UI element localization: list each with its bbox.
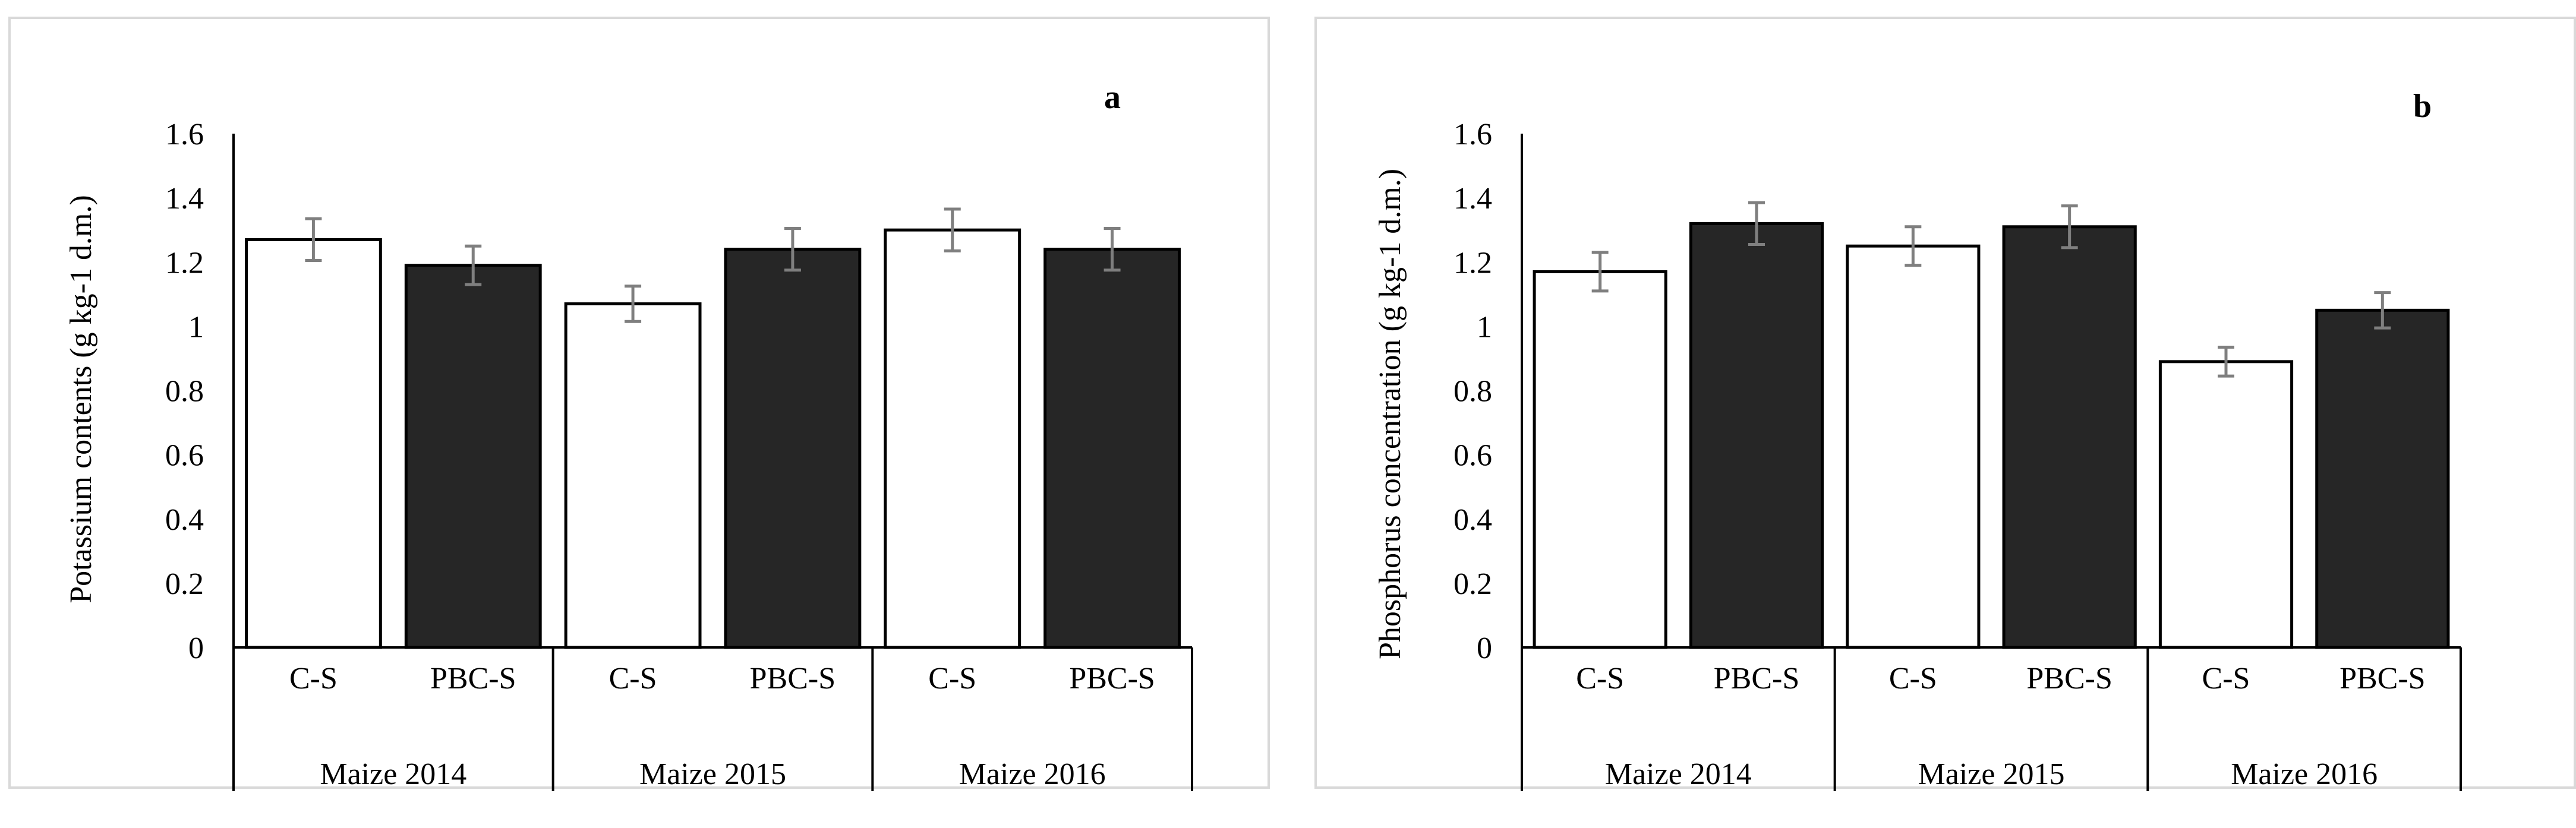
y-axis-title-b: Phosphorus concentration (g kg-1 d.m.) — [1373, 169, 1407, 659]
chart-b-svg: b Phosphorus concentration (g kg-1 d.m.)… — [1373, 88, 2462, 791]
x-category-label: PBC-S — [2339, 662, 2426, 696]
y-tick-label: 1.6 — [1453, 118, 1492, 151]
x-category-label: PBC-S — [1069, 662, 1155, 696]
x-group-label: Maize 2014 — [320, 757, 466, 791]
x-category-label: PBC-S — [430, 662, 516, 696]
y-tick-label: 1.2 — [1453, 246, 1492, 280]
bar — [1689, 222, 1824, 649]
bar — [245, 238, 382, 649]
x-group-label: Maize 2015 — [639, 757, 786, 791]
x-category-label: C-S — [2202, 662, 2250, 696]
y-tick-label: 0 — [1477, 631, 1492, 665]
bar — [404, 264, 542, 649]
y-tick-label: 1.2 — [165, 246, 204, 280]
x-group-label: Maize 2016 — [2231, 757, 2378, 791]
bar — [2002, 225, 2137, 649]
x-group-label: Maize 2015 — [1918, 757, 2065, 791]
y-tick-label: 0.8 — [1453, 375, 1492, 409]
y-tick-label: 1 — [1477, 310, 1492, 344]
y-tick-label: 0 — [188, 631, 204, 665]
y-tick-label: 1.6 — [165, 118, 204, 151]
x-category-label: PBC-S — [750, 662, 836, 696]
bar — [2315, 308, 2450, 649]
panel-label-a: a — [1104, 79, 1121, 116]
bar — [1043, 248, 1181, 649]
y-tick-label: 1.4 — [165, 182, 204, 216]
x-category-label: PBC-S — [1714, 662, 1800, 696]
x-category-label: C-S — [1889, 662, 1937, 696]
bar — [564, 302, 702, 649]
x-category-label: PBC-S — [2026, 662, 2112, 696]
x-category-label: C-S — [1576, 662, 1624, 696]
y-tick-label: 0.6 — [165, 439, 204, 473]
y-tick-label: 0.6 — [1453, 439, 1492, 473]
bar — [1533, 270, 1667, 649]
y-tick-label: 0.2 — [1453, 567, 1492, 601]
chart-panel-a: a Potassium contents (g kg-1 d.m.) 0 0.2 0… — [8, 17, 1270, 791]
x-category-label: C-S — [289, 662, 338, 696]
panel-label-b: b — [2413, 88, 2432, 125]
y-tick-label: 0.2 — [165, 567, 204, 601]
y-tick-label: 0.4 — [1453, 503, 1492, 537]
bar — [724, 248, 862, 649]
y-axis-title-a: Potassium contents (g kg-1 d.m.) — [64, 195, 98, 603]
y-tick-label: 0.4 — [165, 503, 204, 537]
y-tick-label: 1.4 — [1453, 182, 1492, 216]
chart-a-svg: a Potassium contents (g kg-1 d.m.) 0 0.2 0… — [64, 79, 1193, 791]
x-group-label: Maize 2014 — [1605, 757, 1752, 791]
x-category-label: C-S — [928, 662, 976, 696]
x-group-label: Maize 2016 — [959, 757, 1106, 791]
bar — [1846, 244, 1981, 649]
y-tick-label: 1 — [188, 310, 204, 344]
bar — [884, 228, 1021, 649]
y-tick-label: 0.8 — [165, 375, 204, 409]
chart-panel-b: b Phosphorus concentration (g kg-1 d.m.)… — [1314, 17, 2576, 791]
x-category-label: C-S — [609, 662, 657, 696]
bar — [2158, 360, 2294, 649]
